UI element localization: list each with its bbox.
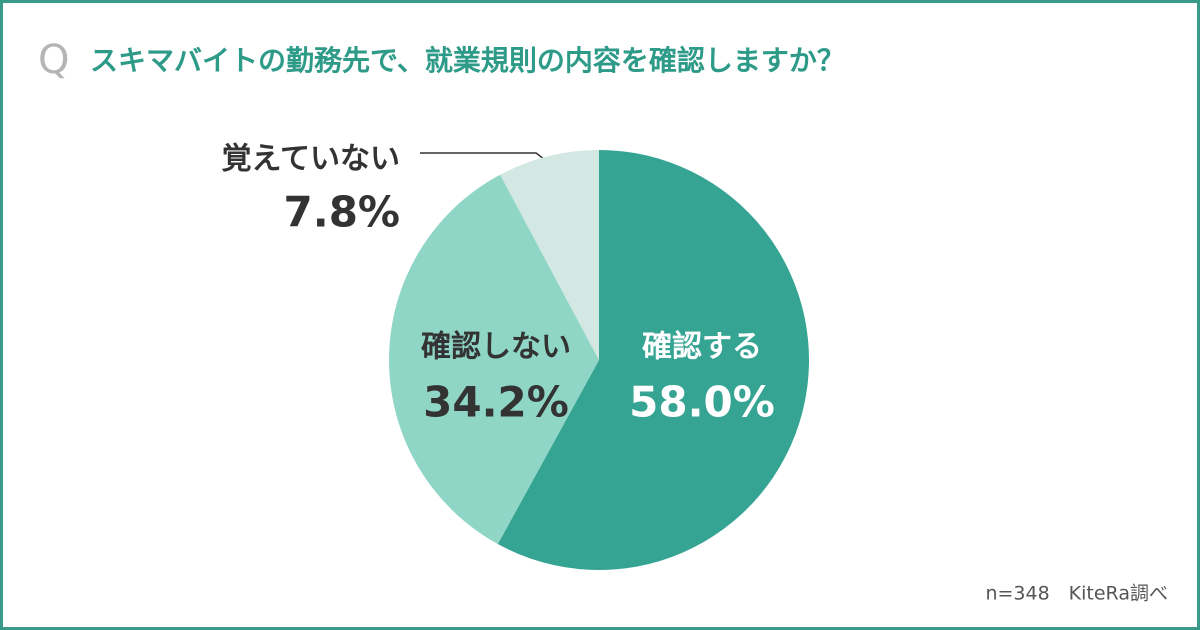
pie-slice xyxy=(497,150,809,570)
value-label: 34.2% xyxy=(423,378,569,427)
source-note: n=348 KiteRa調べ xyxy=(985,583,1168,605)
slice-label: 確認しない xyxy=(421,330,571,365)
value-label: 7.8% xyxy=(284,188,400,237)
value-label: 58.0% xyxy=(629,378,775,427)
pie-slice xyxy=(500,150,599,360)
pie-slice xyxy=(389,174,599,545)
slice-label: 覚えていない xyxy=(222,142,401,177)
q-mark: Q xyxy=(38,37,69,83)
slice-label: 確認する xyxy=(642,330,762,365)
chart-title: スキマバイトの勤務先で、就業規則の内容を確認しますか？ xyxy=(90,44,845,77)
